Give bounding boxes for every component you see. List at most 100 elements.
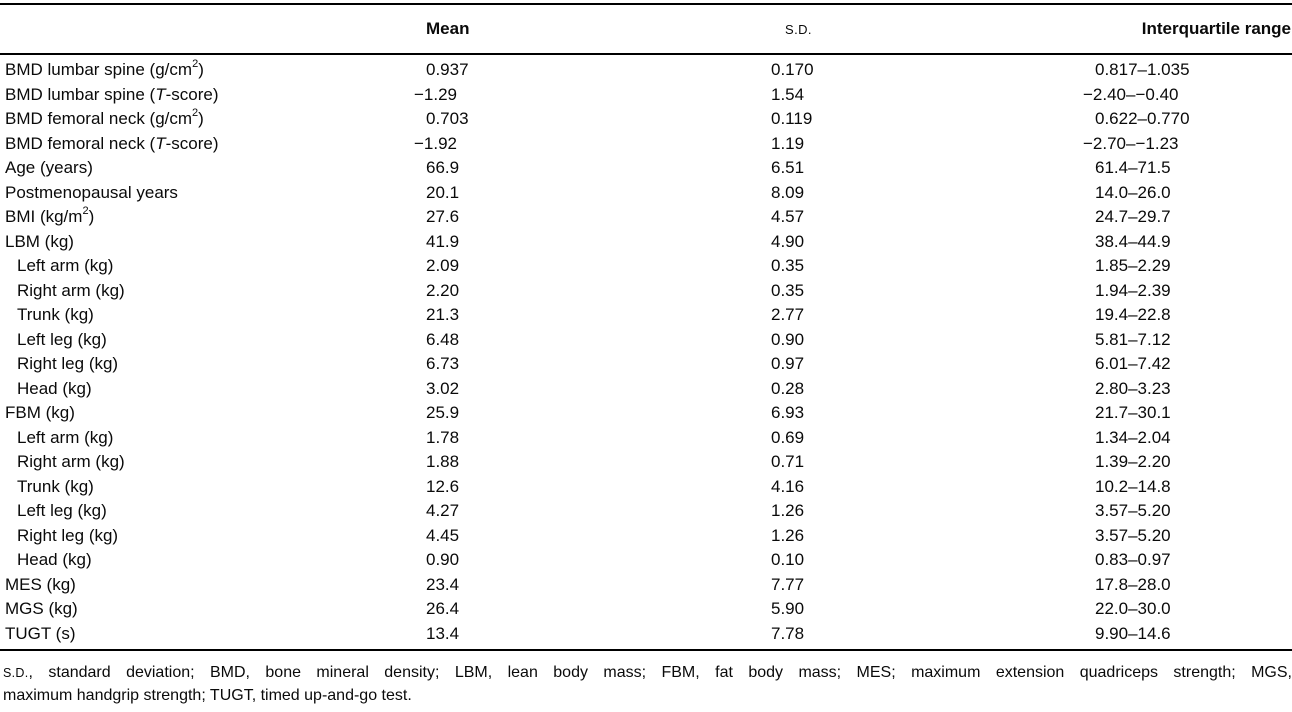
mean-value: 26.4 xyxy=(426,599,460,618)
row-label: Left arm (kg) xyxy=(17,427,114,447)
table-row: MGS (kg) 26.4 5.90 22.0–30.0 xyxy=(0,597,1292,622)
iqr-value: 0.83–0.97 xyxy=(1095,550,1171,569)
mean-value: 20.1 xyxy=(426,182,460,202)
mean-value: 66.9 xyxy=(426,158,460,177)
header-blank xyxy=(0,4,421,54)
table-row: FBM (kg) 25.9 6.93 21.7–30.1 xyxy=(0,401,1292,426)
mean-value: 41.9 xyxy=(426,231,460,251)
footnote-line-1-text: , standard deviation; BMD, bone mineral … xyxy=(28,664,1292,681)
iqr-value: 14.0–26.0 xyxy=(1095,182,1171,202)
mean-value: 0.937 xyxy=(426,60,469,79)
sd-value: 4.16 xyxy=(771,476,805,496)
mean-value: −1.29 xyxy=(414,84,458,104)
sd-value: 0.170 xyxy=(771,60,814,79)
iqr-value: 61.4–71.5 xyxy=(1095,158,1171,177)
mean-value: −1.92 xyxy=(414,133,458,153)
mean-value: 0.90 xyxy=(426,550,460,569)
sd-value: 1.54 xyxy=(771,84,805,104)
table-row: Right leg (kg) 4.45 1.26 3.57–5.20 xyxy=(0,524,1292,549)
iqr-value: 1.85–2.29 xyxy=(1095,256,1171,275)
iqr-value: 6.01–7.42 xyxy=(1095,354,1171,373)
sd-value: 0.69 xyxy=(771,427,805,447)
footnote-line-2: maximum handgrip strength; TUGT, timed u… xyxy=(3,686,412,704)
row-label: Head (kg) xyxy=(17,550,92,569)
iqr-value: 0.817–1.035 xyxy=(1095,60,1190,79)
sd-value: 8.09 xyxy=(771,182,805,202)
iqr-value: −2.40–−0.40 xyxy=(1083,84,1179,104)
iqr-value: 19.4–22.8 xyxy=(1095,305,1171,324)
sd-value: 7.78 xyxy=(771,623,805,643)
row-label: Left leg (kg) xyxy=(17,329,107,349)
table-row: Right leg (kg) 6.73 0.97 6.01–7.42 xyxy=(0,352,1292,377)
row-label: FBM (kg) xyxy=(5,403,75,422)
mean-value: 1.88 xyxy=(426,452,460,471)
row-label: Trunk (kg) xyxy=(17,305,94,324)
table-row: Age (years) 66.9 6.51 61.4–71.5 xyxy=(0,156,1292,181)
sd-value: 4.90 xyxy=(771,231,805,251)
row-label: Right arm (kg) xyxy=(17,452,125,471)
row-label: BMD lumbar spine (g/cm2) xyxy=(5,58,204,79)
sd-value: 6.51 xyxy=(771,158,805,177)
sd-abbreviation: S.D. xyxy=(3,666,29,680)
row-label: Right arm (kg) xyxy=(17,280,125,300)
mean-value: 25.9 xyxy=(426,403,460,422)
mean-value: 2.20 xyxy=(426,280,460,300)
mean-value: 0.703 xyxy=(426,109,469,128)
row-label: BMD femoral neck (T-score) xyxy=(5,133,219,153)
sd-value: 0.35 xyxy=(771,256,805,275)
row-label: Right leg (kg) xyxy=(17,354,119,373)
row-label: BMI (kg/m2) xyxy=(5,205,95,226)
row-label: Left arm (kg) xyxy=(17,256,114,275)
sd-value: 0.119 xyxy=(771,109,813,128)
table-row: Head (kg) 3.02 0.28 2.80–3.23 xyxy=(0,377,1292,402)
table-footnote: S.D., standard deviation; BMD, bone mine… xyxy=(0,662,1292,706)
table-row: Left arm (kg) 1.78 0.69 1.34–2.04 xyxy=(0,426,1292,451)
table-row: BMD femoral neck (T-score) −1.92 1.19 −2… xyxy=(0,132,1292,157)
mean-value: 6.48 xyxy=(426,329,460,349)
row-label: BMD femoral neck (g/cm2) xyxy=(5,107,204,128)
iqr-value: 24.7–29.7 xyxy=(1095,207,1171,226)
table-row: Head (kg) 0.90 0.10 0.83–0.97 xyxy=(0,548,1292,573)
statistics-table: Mean S.D. Interquartile range BMD lumbar… xyxy=(0,3,1292,651)
table-row: BMD femoral neck (g/cm2) 0.703 0.119 0.6… xyxy=(0,107,1292,132)
sd-value: 6.93 xyxy=(771,403,805,422)
iqr-value: 3.57–5.20 xyxy=(1095,525,1171,545)
iqr-value: 2.80–3.23 xyxy=(1095,378,1171,398)
superscript: 2 xyxy=(82,205,89,218)
row-label: Head (kg) xyxy=(17,378,92,398)
header-row: Mean S.D. Interquartile range xyxy=(0,4,1292,54)
row-label: TUGT (s) xyxy=(5,623,76,643)
mean-value: 27.6 xyxy=(426,207,460,226)
header-sd: S.D. xyxy=(785,21,812,37)
table-row: MES (kg) 23.4 7.77 17.8–28.0 xyxy=(0,573,1292,598)
table-row: BMD lumbar spine (g/cm2) 0.937 0.170 0.8… xyxy=(0,54,1292,83)
mean-value: 21.3 xyxy=(426,305,460,324)
sd-value: 4.57 xyxy=(771,207,805,226)
table-row: Right arm (kg) 1.88 0.71 1.39–2.20 xyxy=(0,450,1292,475)
table-row: Trunk (kg) 21.3 2.77 19.4–22.8 xyxy=(0,303,1292,328)
table-row: Postmenopausal years 20.1 8.09 14.0–26.0 xyxy=(0,181,1292,206)
sd-value: 0.35 xyxy=(771,280,805,300)
row-label: Age (years) xyxy=(5,158,93,177)
mean-value: 12.6 xyxy=(426,476,460,496)
row-label: Postmenopausal years xyxy=(5,182,178,202)
header-mean: Mean xyxy=(426,19,470,38)
iqr-value: 1.39–2.20 xyxy=(1095,452,1171,471)
mean-value: 3.02 xyxy=(426,378,460,398)
iqr-value: 17.8–28.0 xyxy=(1095,574,1171,594)
table-row: BMD lumbar spine (T-score) −1.29 1.54 −2… xyxy=(0,83,1292,108)
iqr-value: 10.2–14.8 xyxy=(1095,476,1171,496)
row-label: Left leg (kg) xyxy=(17,501,107,520)
row-label: Trunk (kg) xyxy=(17,476,94,496)
mean-value: 2.09 xyxy=(426,256,460,275)
table-row: Left arm (kg) 2.09 0.35 1.85–2.29 xyxy=(0,254,1292,279)
iqr-value: 3.57–5.20 xyxy=(1095,501,1171,520)
sd-value: 7.77 xyxy=(771,574,805,594)
iqr-value: 21.7–30.1 xyxy=(1095,403,1171,422)
mean-value: 13.4 xyxy=(426,623,460,643)
table-row: BMI (kg/m2) 27.6 4.57 24.7–29.7 xyxy=(0,205,1292,230)
row-label: LBM (kg) xyxy=(5,231,74,251)
sd-value: 0.97 xyxy=(771,354,805,373)
sd-value: 2.77 xyxy=(771,305,805,324)
